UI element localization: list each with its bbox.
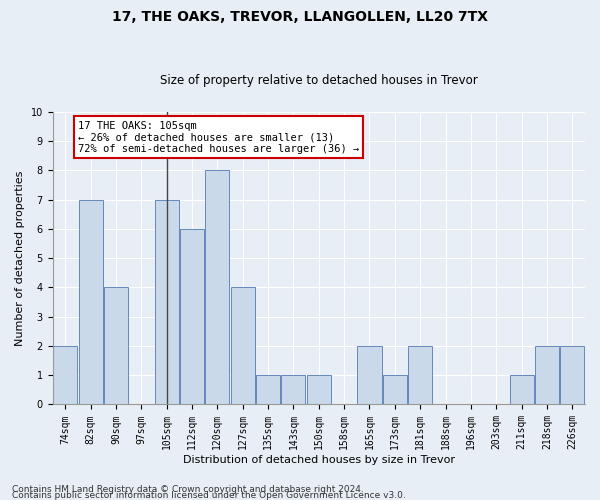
Bar	[560, 346, 584, 405]
Bar	[104, 288, 128, 405]
Text: 17, THE OAKS, TREVOR, LLANGOLLEN, LL20 7TX: 17, THE OAKS, TREVOR, LLANGOLLEN, LL20 7…	[112, 10, 488, 24]
Bar	[230, 288, 255, 405]
Bar	[408, 346, 432, 405]
Bar	[53, 346, 77, 405]
Bar	[358, 346, 382, 405]
Bar	[535, 346, 559, 405]
Bar	[256, 375, 280, 404]
Text: Contains public sector information licensed under the Open Government Licence v3: Contains public sector information licen…	[12, 491, 406, 500]
Y-axis label: Number of detached properties: Number of detached properties	[15, 170, 25, 346]
Text: Contains HM Land Registry data © Crown copyright and database right 2024.: Contains HM Land Registry data © Crown c…	[12, 485, 364, 494]
Bar	[205, 170, 229, 404]
Bar	[383, 375, 407, 404]
Bar	[79, 200, 103, 404]
Bar	[155, 200, 179, 404]
Bar	[509, 375, 533, 404]
Title: Size of property relative to detached houses in Trevor: Size of property relative to detached ho…	[160, 74, 478, 87]
Bar	[307, 375, 331, 404]
Text: 17 THE OAKS: 105sqm
← 26% of detached houses are smaller (13)
72% of semi-detach: 17 THE OAKS: 105sqm ← 26% of detached ho…	[78, 120, 359, 154]
X-axis label: Distribution of detached houses by size in Trevor: Distribution of detached houses by size …	[183, 455, 455, 465]
Bar	[180, 229, 204, 404]
Bar	[281, 375, 305, 404]
